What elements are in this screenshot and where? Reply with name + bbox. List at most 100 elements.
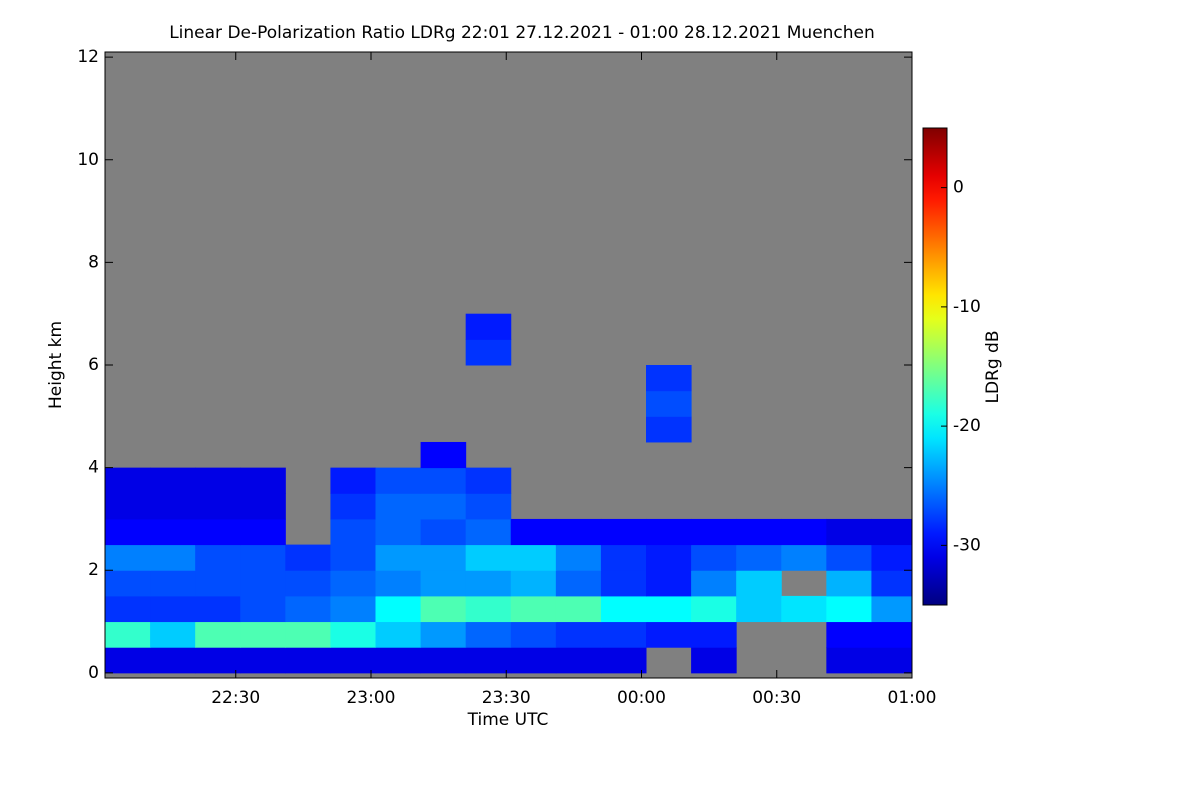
heatmap-cell xyxy=(105,518,151,546)
heatmap-cell xyxy=(646,570,692,597)
heatmap-cell xyxy=(691,595,737,623)
heatmap-cell xyxy=(826,570,872,597)
x-tick-label: 22:30 xyxy=(211,688,260,708)
heatmap-cell xyxy=(240,647,286,674)
heatmap-cell xyxy=(826,518,872,546)
heatmap-cell xyxy=(420,441,467,469)
heatmap-cell xyxy=(375,570,422,597)
heatmap-cell xyxy=(736,544,782,571)
heatmap-cell xyxy=(646,390,692,417)
x-tick-label: 00:00 xyxy=(617,688,666,708)
y-tick-label: 2 xyxy=(88,560,99,580)
heatmap-cell xyxy=(150,647,196,674)
heatmap-cell xyxy=(510,621,557,648)
colorbar-tick-label: -20 xyxy=(953,416,981,436)
heatmap-cell xyxy=(646,365,692,392)
heatmap-cell xyxy=(555,595,602,623)
heatmap-cell xyxy=(240,518,286,546)
heatmap-cell xyxy=(510,647,557,674)
heatmap-cell xyxy=(555,570,602,597)
heatmap-cell xyxy=(510,518,557,546)
heatmap-cell xyxy=(150,595,196,623)
colorbar-tick-label: -30 xyxy=(953,535,981,555)
heatmap-cell xyxy=(691,518,737,546)
heatmap-cell xyxy=(420,570,467,597)
heatmap-cell xyxy=(600,544,647,571)
heatmap-cell xyxy=(691,570,737,597)
heatmap-cell xyxy=(285,595,331,623)
heatmap-cell xyxy=(240,621,286,648)
heatmap-cell xyxy=(150,621,196,648)
heatmap-cell xyxy=(105,595,151,623)
heatmap-cell xyxy=(375,647,422,674)
heatmap-cell xyxy=(465,621,512,648)
heatmap-cell xyxy=(871,544,912,571)
heatmap-cell xyxy=(871,595,912,623)
heatmap-cell xyxy=(555,518,602,546)
heatmap-cell xyxy=(330,493,377,520)
colorbar-tick-label: -10 xyxy=(953,297,981,317)
heatmap-cell xyxy=(871,570,912,597)
heatmap-cell xyxy=(375,595,422,623)
heatmap-cell xyxy=(600,647,647,674)
heatmap-cell xyxy=(465,570,512,597)
heatmap-cell xyxy=(510,544,557,571)
heatmap-cell xyxy=(195,518,241,546)
heatmap-cell xyxy=(195,595,241,623)
heatmap-cell xyxy=(195,467,241,494)
heatmap-cell xyxy=(375,467,422,494)
heatmap-cell xyxy=(646,416,692,443)
heatmap-cell xyxy=(646,595,692,623)
y-tick-label: 6 xyxy=(88,355,99,375)
heatmap-cell xyxy=(330,595,377,623)
heatmap-cell xyxy=(285,621,331,648)
heatmap-cell xyxy=(330,467,377,494)
heatmap-cell xyxy=(105,544,151,571)
heatmap-cell xyxy=(240,493,286,520)
heatmap-cell xyxy=(826,544,872,571)
heatmap-cell xyxy=(600,518,647,546)
heatmap-cell xyxy=(465,647,512,674)
heatmap-cell xyxy=(691,647,737,674)
heatmap-cell xyxy=(420,518,467,546)
colorbar xyxy=(922,127,948,606)
heatmap-cell xyxy=(736,570,782,597)
heatmap-cell xyxy=(736,518,782,546)
heatmap-cell xyxy=(285,647,331,674)
heatmap-cell xyxy=(555,621,602,648)
heatmap-cell xyxy=(240,595,286,623)
heatmap-cell xyxy=(826,621,872,648)
heatmap-cell xyxy=(105,570,151,597)
heatmap-cell xyxy=(375,621,422,648)
heatmap-cell xyxy=(420,595,467,623)
heatmap xyxy=(105,313,912,674)
heatmap-cell xyxy=(150,544,196,571)
y-tick-label: 12 xyxy=(77,47,99,67)
heatmap-cell xyxy=(330,647,377,674)
heatmap-cell xyxy=(826,595,872,623)
heatmap-cell xyxy=(150,493,196,520)
heatmap-cell xyxy=(736,595,782,623)
heatmap-cell xyxy=(420,647,467,674)
heatmap-cell xyxy=(195,647,241,674)
x-tick-label: 23:30 xyxy=(482,688,531,708)
heatmap-cell xyxy=(465,544,512,571)
heatmap-cell xyxy=(420,544,467,571)
x-tick-label: 00:30 xyxy=(752,688,801,708)
heatmap-cell xyxy=(420,467,467,494)
heatmap-cell xyxy=(555,544,602,571)
heatmap-cell xyxy=(240,467,286,494)
heatmap-cell xyxy=(465,339,512,366)
heatmap-cell xyxy=(600,595,647,623)
heatmap-cell xyxy=(240,570,286,597)
y-tick-label: 0 xyxy=(88,663,99,683)
heatmap-cell xyxy=(240,544,286,571)
colorbar-label: LDRg dB xyxy=(983,330,1003,403)
heatmap-cell xyxy=(420,493,467,520)
heatmap-cell xyxy=(465,595,512,623)
heatmap-cell xyxy=(420,621,467,648)
heatmap-cell xyxy=(600,570,647,597)
heatmap-cell xyxy=(105,621,151,648)
heatmap-cell xyxy=(871,647,912,674)
